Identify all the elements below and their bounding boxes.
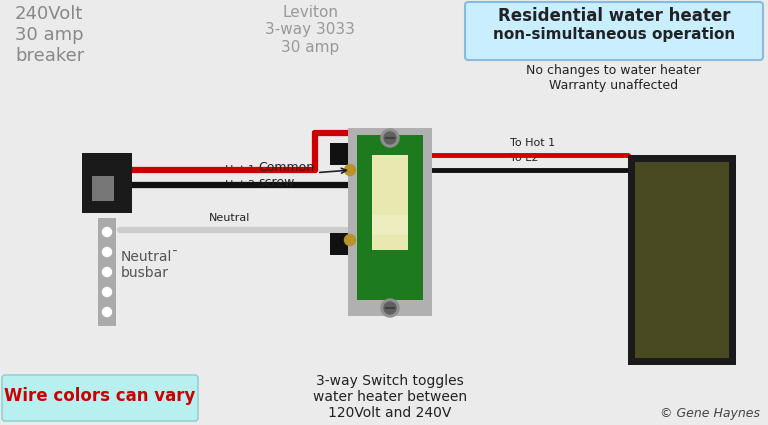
Text: Wire colors can vary: Wire colors can vary	[5, 387, 196, 405]
Text: non-simultaneous operation: non-simultaneous operation	[493, 27, 735, 42]
Text: Neutral¯
busbar: Neutral¯ busbar	[121, 250, 180, 280]
Text: To L2: To L2	[510, 153, 538, 163]
Circle shape	[102, 287, 111, 297]
Bar	[98, 218, 116, 326]
Bar	[628, 155, 736, 365]
Circle shape	[102, 247, 111, 257]
Circle shape	[345, 235, 356, 246]
Text: 3-way Switch toggles
water heater between
120Volt and 240V: 3-way Switch toggles water heater betwee…	[313, 374, 467, 420]
Bar	[372, 215, 408, 235]
Text: Leviton
3-way 3033
30 amp: Leviton 3-way 3033 30 amp	[265, 5, 355, 55]
Circle shape	[102, 227, 111, 236]
Text: Hot 1: Hot 1	[225, 165, 255, 175]
Bar	[357, 135, 423, 300]
Text: To Hot 1: To Hot 1	[510, 138, 555, 148]
Text: 240Volt
30 amp
breaker: 240Volt 30 amp breaker	[15, 5, 84, 65]
Text: No changes to water heater
Warranty unaffected: No changes to water heater Warranty unaf…	[526, 64, 701, 92]
Bar	[635, 162, 729, 358]
Circle shape	[384, 302, 396, 314]
Bar	[348, 128, 432, 316]
Circle shape	[102, 308, 111, 317]
Circle shape	[384, 132, 396, 144]
Circle shape	[345, 164, 356, 176]
Circle shape	[381, 299, 399, 317]
Text: © Gene Haynes: © Gene Haynes	[660, 407, 760, 420]
Bar	[372, 155, 408, 250]
Text: Neutral: Neutral	[210, 213, 250, 223]
Bar	[330, 143, 348, 165]
Circle shape	[102, 267, 111, 277]
Circle shape	[381, 129, 399, 147]
Text: Common
screw: Common screw	[258, 161, 346, 189]
Bar	[330, 233, 348, 255]
Bar	[92, 176, 114, 201]
FancyBboxPatch shape	[465, 2, 763, 60]
Bar	[82, 153, 132, 213]
FancyBboxPatch shape	[2, 375, 198, 421]
Text: Residential water heater: Residential water heater	[498, 7, 730, 25]
Text: Hot 2: Hot 2	[225, 180, 255, 190]
